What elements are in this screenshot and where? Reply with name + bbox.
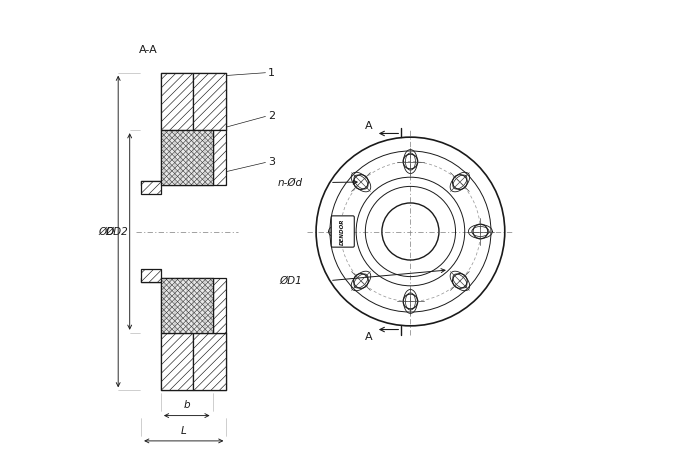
PathPatch shape — [161, 73, 193, 130]
Text: 1: 1 — [268, 68, 275, 78]
Text: 2: 2 — [268, 112, 275, 121]
Text: n-Ød: n-Ød — [277, 177, 302, 188]
Text: DENDOR: DENDOR — [340, 218, 345, 245]
PathPatch shape — [161, 333, 193, 390]
Text: A-A: A-A — [139, 45, 158, 55]
Text: ØD2: ØD2 — [105, 226, 128, 237]
Text: A: A — [365, 332, 373, 342]
PathPatch shape — [161, 130, 212, 186]
Text: 3: 3 — [268, 157, 275, 168]
Text: b: b — [183, 400, 190, 411]
PathPatch shape — [161, 277, 212, 333]
Bar — [139, 68, 231, 395]
PathPatch shape — [193, 333, 226, 390]
PathPatch shape — [212, 277, 226, 333]
Text: L: L — [181, 426, 187, 436]
Text: ØD: ØD — [98, 226, 114, 237]
Text: A: A — [365, 121, 373, 131]
PathPatch shape — [141, 269, 161, 282]
PathPatch shape — [212, 130, 226, 186]
FancyBboxPatch shape — [331, 216, 354, 247]
PathPatch shape — [193, 73, 226, 130]
Text: ØD1: ØD1 — [280, 275, 302, 286]
PathPatch shape — [141, 181, 161, 194]
